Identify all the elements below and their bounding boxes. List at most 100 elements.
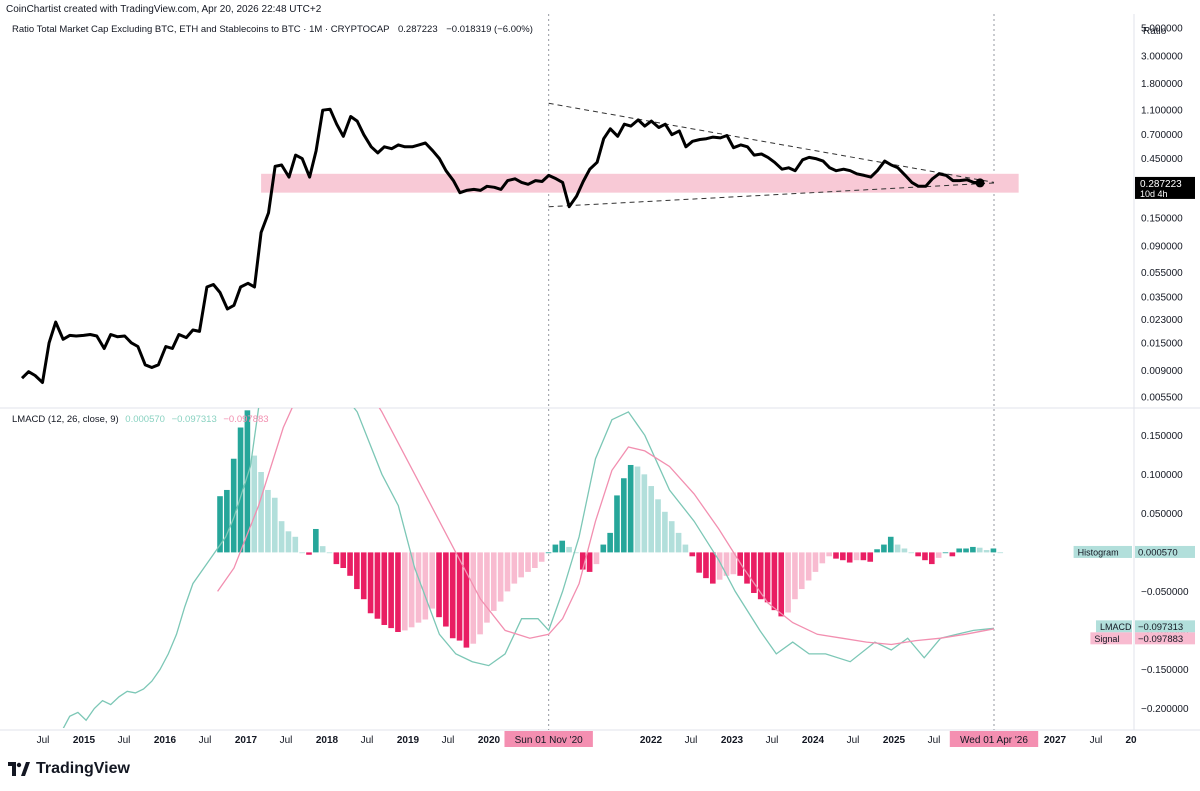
histogram-bar xyxy=(983,550,990,553)
histogram-bar xyxy=(388,552,394,629)
histogram-bar xyxy=(771,552,778,611)
histogram-bar xyxy=(244,410,251,553)
histogram-bar xyxy=(819,552,826,564)
price-pane xyxy=(20,102,1019,384)
histogram-bar xyxy=(792,552,798,600)
histogram-bar xyxy=(614,495,620,553)
histogram-bar xyxy=(648,486,655,553)
histogram-bar xyxy=(860,552,867,561)
histogram-bar xyxy=(757,552,764,600)
histogram-bar xyxy=(976,547,983,553)
histogram-bar xyxy=(463,552,470,648)
histogram-bar xyxy=(949,552,956,557)
histogram-bar xyxy=(723,552,730,576)
histogram-bar xyxy=(381,552,388,625)
time-tick-label: Jul xyxy=(118,735,131,746)
last-price-dot xyxy=(975,178,985,188)
price-tick-label: 0.009000 xyxy=(1141,366,1183,377)
histogram-bar xyxy=(970,546,976,553)
histogram-bar xyxy=(579,552,586,570)
price-tick-label: 1.100000 xyxy=(1141,106,1183,117)
histogram-bar xyxy=(997,552,1004,554)
histogram-bar xyxy=(655,499,661,553)
tradingview-logo[interactable]: TradingView xyxy=(8,760,130,778)
macd-series-value: 0.000570 xyxy=(1138,547,1178,558)
histogram-bar xyxy=(942,552,949,554)
histogram-bar xyxy=(313,528,319,553)
histogram-bar xyxy=(573,552,579,554)
price-tick-label: 0.035000 xyxy=(1141,292,1183,303)
histogram-bar xyxy=(415,552,422,623)
histogram-bar xyxy=(908,552,915,554)
time-tick-label: 2023 xyxy=(721,735,744,746)
histogram-bar xyxy=(730,552,737,575)
time-tick-label: 2016 xyxy=(154,735,177,746)
histogram-bar xyxy=(374,552,381,619)
price-series-line xyxy=(20,107,981,384)
trendline-upper xyxy=(548,102,995,183)
histogram-bar xyxy=(230,458,237,553)
histogram-bar xyxy=(347,552,353,576)
histogram-bar xyxy=(333,552,340,565)
indicator-legend: LMACD (12, 26, close, 9) 0.000570 −0.097… xyxy=(12,414,269,425)
macd-series-value-tag xyxy=(1135,545,1195,558)
histogram-bar xyxy=(490,552,497,611)
last-price-tag xyxy=(1135,176,1195,199)
histogram-bar xyxy=(894,544,901,553)
time-tick-label: Jul xyxy=(1090,735,1103,746)
histogram-bar xyxy=(518,552,524,578)
tradingview-icon xyxy=(8,762,30,776)
histogram-bar xyxy=(552,544,559,553)
histogram-bar xyxy=(285,531,292,553)
indicator-title[interactable]: LMACD (12, 26, close, 9) xyxy=(12,414,119,425)
time-tick-label: Jul xyxy=(280,735,293,746)
macd-tick-label: 0.050000 xyxy=(1141,509,1183,520)
macd-tick-label: −0.150000 xyxy=(1141,665,1189,676)
macd-series-value: −0.097313 xyxy=(1138,622,1183,633)
histogram-bar xyxy=(812,552,819,572)
histogram-bar xyxy=(251,455,258,553)
histogram-bar xyxy=(956,548,963,553)
price-tick-label: 0.450000 xyxy=(1141,154,1183,165)
histogram-bar xyxy=(682,544,689,553)
crosshair-date-right: Wed 01 Apr '26 xyxy=(960,735,1028,746)
time-tick-label: Jul xyxy=(685,735,698,746)
histogram-bar xyxy=(621,478,627,553)
histogram-bar xyxy=(833,552,839,559)
price-tick-label: 3.000000 xyxy=(1141,51,1183,62)
price-tick-label: 0.700000 xyxy=(1141,130,1183,141)
price-tick-label: 0.090000 xyxy=(1141,241,1183,252)
price-tick-label: 5.000000 xyxy=(1141,24,1183,35)
histogram-bar xyxy=(292,536,299,553)
macd-tick-label: 0.100000 xyxy=(1141,470,1183,481)
time-tick-label: Jul xyxy=(442,735,455,746)
price-axis-title: Ratio xyxy=(1143,26,1167,37)
histogram-bar xyxy=(360,552,367,600)
macd-series-name-tag xyxy=(1073,545,1132,558)
histogram-bar xyxy=(744,552,750,584)
histogram-bar xyxy=(853,552,860,561)
histogram-bar xyxy=(224,489,230,553)
histogram-bar xyxy=(511,552,518,584)
histogram-bar xyxy=(805,552,812,581)
time-tick-label: 2027 xyxy=(1044,735,1067,746)
histogram-bar xyxy=(778,552,785,617)
histogram-bar xyxy=(429,552,435,609)
price-tick-label: 0.150000 xyxy=(1141,214,1183,225)
time-tick-label: 2018 xyxy=(316,735,339,746)
symbol-title[interactable]: Ratio Total Market Cap Excluding BTC, ET… xyxy=(12,24,390,35)
histogram-bar xyxy=(935,552,942,558)
histogram-bar xyxy=(566,546,572,553)
time-tick-label: 2017 xyxy=(235,735,258,746)
histogram-bar xyxy=(600,544,607,553)
price-tick-label: 0.005500 xyxy=(1141,393,1183,404)
histogram-bar xyxy=(641,474,648,553)
time-tick-label: Jul xyxy=(928,735,941,746)
histogram-bar xyxy=(607,532,613,553)
lmacd-line xyxy=(62,408,995,728)
histogram-bar xyxy=(278,521,285,553)
indicator-hist-value: 0.000570 xyxy=(125,414,165,425)
macd-series-value-tag xyxy=(1135,620,1195,633)
price-tick-label: 0.023000 xyxy=(1141,315,1183,326)
